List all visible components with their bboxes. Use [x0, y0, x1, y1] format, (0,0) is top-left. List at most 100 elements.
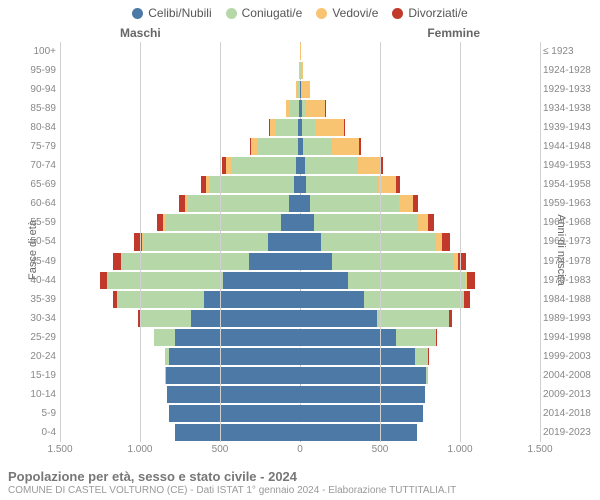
age-label: 0-4 [16, 427, 56, 438]
bar-segment [310, 195, 400, 212]
legend-label: Divorziati/e [408, 6, 467, 20]
age-row: 80-841939-1943 [60, 118, 540, 137]
birth-year-label: 1954-1958 [543, 179, 598, 190]
bar-segment [140, 310, 191, 327]
bar-segment [464, 291, 470, 308]
bar-segment [258, 138, 298, 155]
bar-segment [358, 157, 380, 174]
bar-segment [300, 367, 426, 384]
x-tick-label: 1.500 [527, 444, 552, 455]
bar-segment [100, 272, 107, 289]
male-bar [157, 214, 300, 231]
legend-item: Vedovi/e [316, 6, 378, 20]
birth-year-label: 1989-1993 [543, 313, 598, 324]
grid-line [220, 42, 221, 442]
bar-segment [418, 214, 428, 231]
birth-year-label: 2014-2018 [543, 408, 598, 419]
birth-year-label: 1999-2003 [543, 351, 598, 362]
female-bar [300, 272, 475, 289]
age-row: 45-491974-1978 [60, 252, 540, 271]
bar-segment [364, 291, 463, 308]
male-bar [165, 367, 300, 384]
bar-segment [268, 233, 300, 250]
age-row: 40-441979-1983 [60, 271, 540, 290]
female-bar [300, 405, 423, 422]
bar-segment [289, 195, 300, 212]
x-tick-label: 0 [297, 444, 303, 455]
birth-year-label: 1974-1978 [543, 256, 598, 267]
bar-segment [232, 157, 296, 174]
age-label: 40-44 [16, 275, 56, 286]
bar-segment [306, 100, 325, 117]
age-label: 45-49 [16, 256, 56, 267]
male-bar [179, 195, 300, 212]
age-row: 20-241999-2003 [60, 347, 540, 366]
bar-segment [428, 214, 434, 231]
birth-year-label: 1944-1948 [543, 141, 598, 152]
age-label: 75-79 [16, 141, 56, 152]
male-bar [201, 176, 300, 193]
age-label: 70-74 [16, 160, 56, 171]
x-tick-label: 500 [212, 444, 229, 455]
bar-segment [166, 367, 300, 384]
bar-segment [458, 253, 467, 270]
bar-segment [303, 138, 332, 155]
female-bar [300, 291, 470, 308]
age-label: 85-89 [16, 103, 56, 114]
bar-segment [436, 329, 437, 346]
bar-segment [415, 348, 428, 365]
birth-year-label: 2009-2013 [543, 389, 598, 400]
bar-segment [169, 405, 300, 422]
bar-segment [122, 253, 248, 270]
age-row: 100+≤ 1923 [60, 42, 540, 61]
age-label: 25-29 [16, 332, 56, 343]
female-header: Femmine [427, 26, 480, 40]
age-row: 35-391984-1988 [60, 290, 540, 309]
age-label: 60-64 [16, 198, 56, 209]
birth-year-label: 1984-1988 [543, 294, 598, 305]
legend-label: Celibi/Nubili [148, 6, 211, 20]
legend-label: Vedovi/e [332, 6, 378, 20]
age-row: 5-92014-2018 [60, 404, 540, 423]
bar-segment [467, 272, 475, 289]
age-label: 55-59 [16, 217, 56, 228]
age-row: 75-791944-1948 [60, 137, 540, 156]
bar-segment [191, 310, 300, 327]
bar-segment [300, 348, 415, 365]
legend-swatch [226, 8, 237, 19]
age-row: 60-641959-1963 [60, 194, 540, 213]
birth-year-label: ≤ 1923 [543, 46, 598, 57]
male-bar [100, 272, 300, 289]
bar-segment [300, 329, 396, 346]
bar-segment [143, 233, 268, 250]
legend-label: Coniugati/e [242, 6, 303, 20]
age-label: 65-69 [16, 179, 56, 190]
birth-year-label: 1949-1953 [543, 160, 598, 171]
female-bar [300, 367, 428, 384]
grid-line [60, 42, 61, 442]
legend-swatch [316, 8, 327, 19]
bar-segment [332, 138, 359, 155]
female-bar [300, 329, 437, 346]
female-bar [300, 119, 345, 136]
age-row: 95-991924-1928 [60, 61, 540, 80]
birth-year-label: 1939-1943 [543, 122, 598, 133]
bar-segment [396, 329, 436, 346]
age-label: 5-9 [16, 408, 56, 419]
bar-segment [175, 329, 300, 346]
bar-segment [118, 291, 204, 308]
male-bar [169, 405, 300, 422]
female-bar [300, 253, 466, 270]
bar-segment [332, 253, 454, 270]
birth-year-label: 1924-1928 [543, 65, 598, 76]
bar-segment [300, 424, 417, 441]
chart-subtitle: COMUNE DI CASTEL VOLTURNO (CE) - Dati IS… [8, 485, 592, 496]
bar-segment [377, 310, 449, 327]
age-label: 15-19 [16, 370, 56, 381]
bar-segment [276, 119, 298, 136]
bar-segment [442, 233, 450, 250]
birth-year-label: 2019-2023 [543, 427, 598, 438]
x-tick-label: 1.500 [47, 444, 72, 455]
male-bar [138, 310, 300, 327]
age-label: 30-34 [16, 313, 56, 324]
